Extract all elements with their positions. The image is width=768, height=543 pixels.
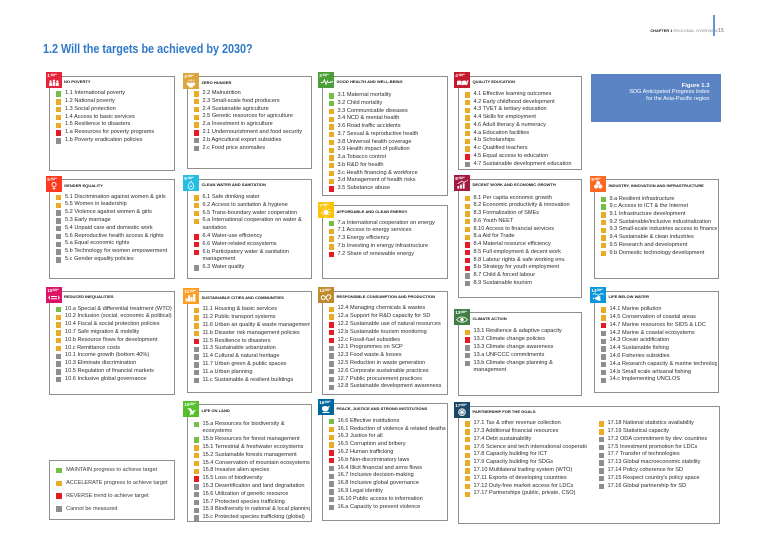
svg-text:4: 4 xyxy=(455,73,458,78)
svg-text:11: 11 xyxy=(184,288,189,293)
svg-text:7: 7 xyxy=(319,203,322,208)
svg-text:17: 17 xyxy=(455,403,461,408)
svg-text:12: 12 xyxy=(319,288,325,293)
svg-text:3: 3 xyxy=(319,73,322,78)
svg-text:2: 2 xyxy=(184,73,187,78)
svg-text:1: 1 xyxy=(47,73,50,78)
svg-text:8: 8 xyxy=(455,176,458,181)
svg-text:13: 13 xyxy=(455,310,461,315)
svg-text:10: 10 xyxy=(47,288,53,293)
svg-text:6: 6 xyxy=(184,176,187,181)
svg-text:15: 15 xyxy=(184,401,190,406)
svg-text:14: 14 xyxy=(591,288,597,293)
svg-text:16: 16 xyxy=(319,400,325,405)
svg-text:5: 5 xyxy=(47,176,50,181)
svg-text:9: 9 xyxy=(591,176,594,181)
